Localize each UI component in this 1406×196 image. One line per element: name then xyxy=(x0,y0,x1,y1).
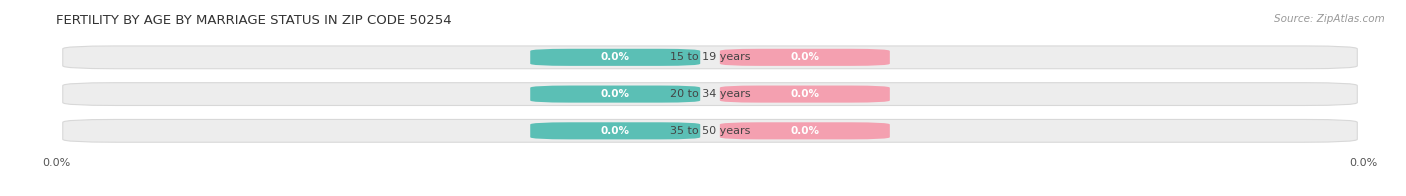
FancyBboxPatch shape xyxy=(720,49,890,66)
Text: 15 to 19 years: 15 to 19 years xyxy=(669,52,751,62)
Text: 0.0%: 0.0% xyxy=(790,89,820,99)
FancyBboxPatch shape xyxy=(720,122,890,139)
FancyBboxPatch shape xyxy=(530,85,700,103)
Text: 0.0%: 0.0% xyxy=(600,126,630,136)
FancyBboxPatch shape xyxy=(530,122,700,139)
Text: 0.0%: 0.0% xyxy=(790,126,820,136)
FancyBboxPatch shape xyxy=(63,46,1357,69)
FancyBboxPatch shape xyxy=(530,49,700,66)
FancyBboxPatch shape xyxy=(63,119,1357,142)
Text: 0.0%: 0.0% xyxy=(600,89,630,99)
FancyBboxPatch shape xyxy=(63,83,1357,105)
FancyBboxPatch shape xyxy=(720,85,890,103)
Text: 0.0%: 0.0% xyxy=(600,52,630,62)
Text: 20 to 34 years: 20 to 34 years xyxy=(669,89,751,99)
Text: FERTILITY BY AGE BY MARRIAGE STATUS IN ZIP CODE 50254: FERTILITY BY AGE BY MARRIAGE STATUS IN Z… xyxy=(56,14,451,27)
Text: 35 to 50 years: 35 to 50 years xyxy=(669,126,751,136)
Text: 0.0%: 0.0% xyxy=(790,52,820,62)
Text: Source: ZipAtlas.com: Source: ZipAtlas.com xyxy=(1274,14,1385,24)
